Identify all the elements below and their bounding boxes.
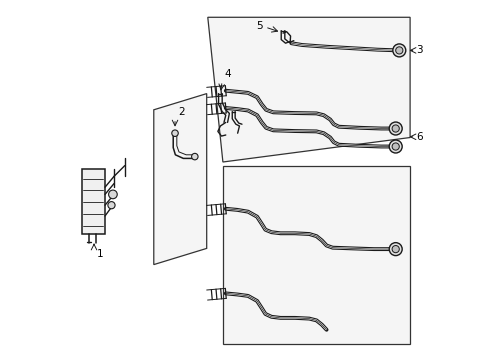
Circle shape	[395, 47, 402, 54]
Text: 4: 4	[224, 69, 230, 79]
Polygon shape	[81, 169, 105, 234]
Circle shape	[191, 153, 198, 160]
Circle shape	[388, 140, 401, 153]
Circle shape	[108, 190, 117, 199]
Circle shape	[392, 44, 405, 57]
Text: 6: 6	[416, 132, 422, 142]
Circle shape	[171, 130, 178, 136]
Text: 5: 5	[255, 21, 262, 31]
Polygon shape	[207, 17, 409, 162]
Text: 1: 1	[97, 249, 103, 259]
Circle shape	[388, 122, 401, 135]
Circle shape	[388, 243, 401, 256]
Circle shape	[108, 202, 115, 209]
Text: 3: 3	[416, 45, 422, 55]
Polygon shape	[223, 166, 409, 344]
Circle shape	[391, 143, 399, 150]
Circle shape	[391, 246, 399, 253]
Polygon shape	[153, 94, 206, 265]
Text: 2: 2	[178, 107, 184, 117]
Circle shape	[391, 125, 399, 132]
